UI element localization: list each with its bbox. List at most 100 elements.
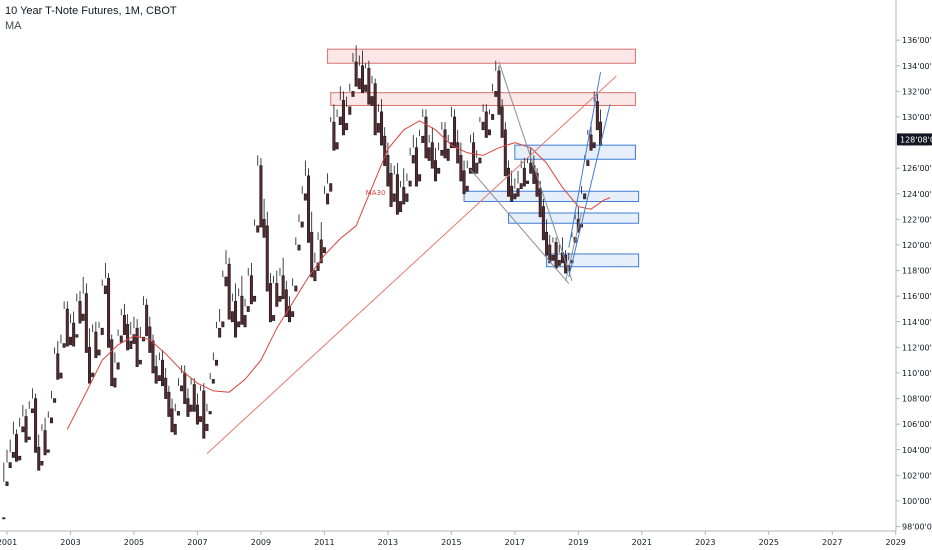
candle-body [272, 315, 276, 321]
candle-body [262, 219, 266, 238]
y-tick-label: 136'00'0 [902, 36, 932, 45]
y-tick-label: 130'00'0 [902, 113, 932, 122]
candle-body [427, 147, 431, 161]
candle-body [364, 84, 368, 92]
candle-body [113, 377, 117, 388]
zones-layer [327, 48, 640, 268]
legend-study[interactable]: MA [5, 20, 22, 32]
wedge-line [470, 169, 570, 284]
candle-body [249, 275, 253, 305]
y-tick-label: 110'00'0 [902, 369, 932, 378]
candle-body [310, 231, 314, 278]
candle-body [506, 167, 510, 197]
candle-body [443, 129, 447, 159]
candle-body [126, 324, 130, 351]
candle-body [357, 78, 361, 90]
candle-body [329, 183, 333, 192]
candle-body [341, 100, 345, 136]
candles-layer [2, 45, 603, 520]
candle-body [421, 135, 425, 143]
candle-body [167, 391, 171, 417]
candle-body [402, 187, 406, 205]
x-tick-label: 2007 [187, 538, 207, 547]
candle-body [541, 206, 545, 241]
x-tick-label: 2025 [759, 538, 779, 547]
candle-body [173, 423, 177, 435]
candle-body [202, 390, 206, 439]
candle-body [345, 123, 349, 131]
candle-body [313, 270, 317, 282]
candle-body [151, 340, 155, 374]
candle-body [281, 275, 285, 300]
candle-body [100, 327, 104, 335]
candle-body [284, 289, 288, 317]
last-price-label: 128'08'0 [900, 135, 932, 144]
candle-body [338, 116, 342, 125]
candle-body [183, 372, 187, 405]
candle-body [199, 416, 203, 422]
x-tick-label: 2013 [378, 538, 398, 547]
candle-body [256, 225, 260, 233]
candle-body [8, 462, 12, 469]
candle-body [275, 283, 279, 307]
y-tick-label: 132'00'0 [902, 87, 932, 96]
candle-body [15, 434, 19, 462]
candle-body [246, 306, 250, 312]
candle-body [43, 430, 47, 456]
wedge-line [498, 61, 573, 281]
candle-body [360, 65, 364, 93]
candle-body [554, 242, 558, 269]
candle-body [208, 411, 212, 415]
x-tick-label: 2019 [568, 538, 588, 547]
candle-body [138, 359, 142, 365]
candle-body [243, 315, 247, 328]
candle-body [122, 315, 126, 335]
candle-body [430, 142, 434, 169]
candle-body [557, 260, 561, 266]
candle-body [24, 416, 28, 443]
candle-body [81, 313, 85, 321]
ma-label: MA30 [366, 189, 386, 197]
candle-body [68, 336, 72, 346]
y-tick-label: 108'00'0 [902, 395, 932, 404]
y-tick-label: 112'00'0 [902, 343, 932, 352]
candle-body [478, 157, 482, 164]
candle-body [287, 306, 291, 323]
candle-body [380, 111, 384, 146]
support-zone [463, 190, 640, 202]
candle-body [240, 295, 244, 325]
candle-body [291, 311, 295, 317]
y-tick-label: 134'00'0 [902, 62, 932, 71]
ma-layer: MA30 [66, 120, 611, 430]
wedge-line [565, 212, 582, 281]
candle-body [59, 372, 63, 379]
candle-body [522, 167, 526, 187]
candle-body [475, 162, 479, 174]
candle-body [433, 160, 437, 182]
candle-body [53, 398, 57, 403]
x-tick-label: 2029 [886, 538, 906, 547]
candle-body [440, 149, 444, 156]
candle-body [135, 327, 139, 367]
candle-body [5, 481, 9, 486]
candle-body [62, 343, 66, 348]
candle-body [221, 321, 225, 328]
candle-body [237, 321, 241, 328]
x-tick-label: 2015 [441, 538, 461, 547]
candle-body [30, 408, 34, 413]
support-zone [514, 144, 636, 160]
candle-body [176, 411, 180, 416]
candle-body [37, 446, 41, 471]
candle-body [491, 114, 495, 120]
candle-body [192, 384, 196, 412]
candle-body [392, 193, 396, 202]
candle-body [519, 183, 523, 189]
candle-body [170, 408, 174, 433]
candle-body [351, 91, 355, 97]
candle-body [589, 134, 593, 151]
candle-body [583, 193, 587, 200]
candle-body [294, 285, 298, 292]
candle-body [395, 174, 399, 215]
legend-title: 10 Year T-Note Futures, 1M, CBOT [5, 5, 177, 17]
